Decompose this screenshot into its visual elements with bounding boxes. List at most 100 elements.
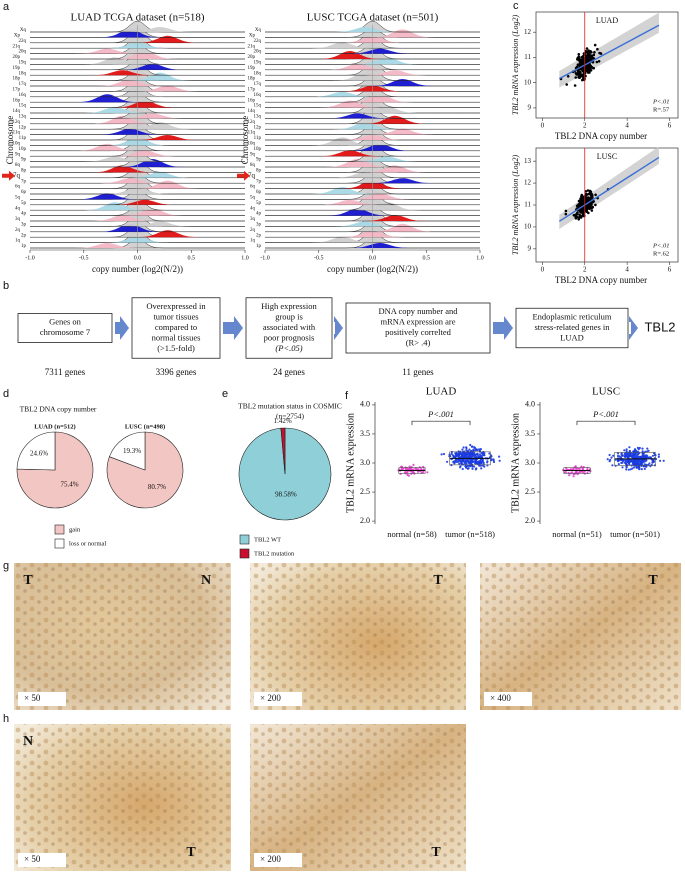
- tissue-mark: T: [431, 845, 441, 860]
- chromosome-label: 22q: [254, 39, 262, 44]
- scatter-point: [595, 60, 599, 64]
- swarm-point: [465, 447, 468, 450]
- panel-label: g: [3, 560, 9, 572]
- swarm-point: [498, 455, 501, 458]
- micrograph-texture: [480, 563, 681, 710]
- swarm-point: [486, 460, 489, 463]
- step-text: (>1.5-fold): [157, 343, 195, 353]
- swarm-point: [471, 465, 474, 468]
- y-tick-label: 13: [524, 157, 532, 165]
- scatter-point: [564, 212, 568, 216]
- chromosome-label: 9p: [256, 158, 262, 163]
- swarm-point: [474, 460, 477, 463]
- swarm-point: [629, 468, 632, 471]
- pie-label: 1.42%: [274, 417, 292, 425]
- y-tick-label: 11: [524, 201, 531, 209]
- y-tick-label: 3.5: [360, 429, 370, 438]
- chromosome-label: 11p: [254, 136, 262, 141]
- swarm-point: [627, 462, 631, 465]
- scatter-point: [573, 84, 577, 87]
- swarm-point: [481, 454, 484, 457]
- chromosome-label: 16q: [254, 93, 262, 98]
- swarm-point: [455, 458, 458, 461]
- x-tick-label: 4: [625, 266, 629, 274]
- step-text: Genes on: [49, 317, 82, 327]
- swarm-point: [623, 452, 627, 455]
- plot-title: LUSC TCGA dataset (n=501): [307, 12, 439, 24]
- chromosome-label: 7p: [256, 179, 262, 184]
- chromosome-label: 9p: [21, 158, 27, 163]
- swarm-point: [636, 446, 640, 449]
- chromosome-label: 17p: [13, 88, 21, 93]
- chromosome-label: 2p: [256, 233, 262, 238]
- swarm-point: [628, 449, 631, 453]
- swarm-point: [645, 454, 648, 457]
- swarm-point: [633, 459, 636, 462]
- scatter-point: [584, 190, 588, 193]
- scatter-point: [588, 67, 591, 70]
- swarm-point: [492, 460, 496, 464]
- scatter-point: [593, 51, 596, 54]
- scatter-point: [585, 51, 589, 54]
- chromosome-label: 7p: [21, 179, 27, 184]
- gene-count: 11 genes: [402, 367, 434, 377]
- gene-count: 7311 genes: [45, 367, 86, 377]
- panel-label: d: [3, 388, 9, 400]
- step-text: compared to: [155, 322, 197, 332]
- flow-arrow: [334, 316, 343, 340]
- step-text: associated with: [263, 322, 316, 332]
- stat-label: P<.01: [652, 242, 669, 249]
- scatter-point: [587, 204, 591, 208]
- swarm-point: [475, 448, 478, 451]
- swarm-point: [464, 452, 467, 455]
- swarm-point: [644, 456, 648, 459]
- swarm-point: [426, 471, 429, 474]
- scale-box: [18, 692, 66, 706]
- swarm-point: [651, 459, 655, 462]
- chromosome-label: 21q: [13, 44, 21, 49]
- flow-arrow: [115, 316, 129, 340]
- swarm-point: [462, 446, 465, 449]
- chromosome-label: 19p: [248, 66, 256, 71]
- scatter-point: [577, 218, 580, 221]
- swarm-point: [578, 467, 581, 470]
- chromosome-label: 2q: [15, 228, 21, 233]
- swarm-point: [477, 462, 480, 466]
- chromosome-label: 19p: [13, 66, 21, 71]
- swarm-point: [631, 454, 634, 458]
- swarm-point: [640, 464, 643, 467]
- swarm-point: [420, 468, 423, 471]
- pie-label: 98.58%: [275, 490, 297, 498]
- panel-label: c: [513, 0, 519, 12]
- swarm-point: [473, 446, 476, 449]
- step-text: mRNA expression are: [380, 317, 455, 327]
- scatter-point: [577, 76, 580, 79]
- pie-label: 80.7%: [148, 483, 166, 491]
- y-tick-label: 4.0: [525, 400, 535, 409]
- chromosome-label: 9q: [250, 152, 256, 157]
- chromosome-label: Xq: [255, 28, 262, 33]
- swarm-point: [469, 465, 472, 468]
- x-tick-label: 0.5: [188, 255, 196, 261]
- chromosome-label: 18q: [19, 71, 27, 76]
- chromosome-label: 7q: [248, 171, 256, 179]
- chromosome-label: 1p: [21, 244, 27, 249]
- chromosome-label: 20q: [19, 50, 27, 55]
- scatter-point: [574, 76, 577, 79]
- scatter-point: [580, 195, 583, 199]
- x-tick-label: 0: [541, 122, 545, 130]
- chromosome-label: 4p: [21, 212, 27, 217]
- chromosome-label: 14q: [13, 109, 21, 114]
- swarm-point: [617, 463, 620, 466]
- highlight-arrow: [237, 170, 250, 181]
- x-axis-label: copy number (log2(N/2)): [327, 264, 418, 274]
- swarm-point: [625, 448, 628, 451]
- y-tick-label: 2.5: [525, 487, 535, 496]
- scatter-point: [572, 214, 576, 217]
- swarm-point: [621, 461, 624, 464]
- x-axis-label: copy number (log2(N/2)): [92, 264, 183, 274]
- swarm-point: [635, 465, 638, 468]
- legend-swatch: [54, 538, 65, 549]
- swarm-point: [452, 460, 455, 463]
- swarm-point: [606, 458, 609, 461]
